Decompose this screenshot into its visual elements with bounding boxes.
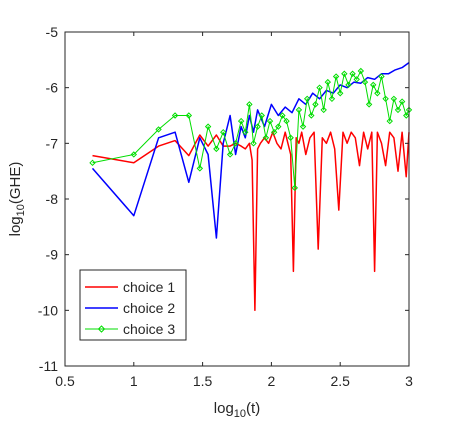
y-tick-label: -9: [46, 247, 59, 263]
y-tick-label: -7: [46, 135, 59, 151]
data-point-choice-3: [287, 134, 294, 141]
series-line-choice-1: [92, 131, 410, 312]
y-tick-label: -10: [38, 302, 58, 318]
data-point-choice-3: [382, 95, 389, 103]
legend-label-choice-1: choice 1: [123, 279, 175, 295]
legend-box: [79, 269, 187, 341]
data-point-choice-3: [299, 123, 307, 130]
data-point-choice-3: [213, 145, 220, 153]
data-point-choice-3: [403, 112, 410, 119]
data-point-choice-3: [308, 112, 315, 119]
series-line-choice-2: [91, 61, 410, 239]
y-tick-label: -11: [39, 358, 58, 374]
data-point-choice-3: [374, 90, 381, 97]
data-point-choice-3: [270, 128, 278, 136]
data-point-choice-3: [357, 67, 365, 75]
data-point-choice-3: [250, 140, 257, 147]
y-tick-label: -5: [46, 24, 59, 40]
data-point-choice-3: [390, 95, 398, 103]
data-point-choice-3: [312, 101, 319, 108]
data-point-choice-3: [341, 70, 348, 77]
x-tick-label: 2: [268, 373, 276, 389]
data-point-choice-3: [386, 117, 393, 125]
x-tick-label: 1.5: [193, 373, 213, 389]
data-point-choice-3: [246, 101, 253, 108]
data-point-choice-3: [324, 78, 332, 86]
data-point-choice-3: [316, 84, 323, 91]
data-point-choice-3: [303, 95, 311, 103]
data-point-choice-3: [258, 112, 265, 119]
data-point-choice-3: [232, 140, 239, 147]
data-point-choice-3: [130, 151, 138, 158]
x-tick-label: 0.5: [55, 373, 75, 389]
data-point-choice-3: [275, 123, 282, 130]
data-point-choice-3: [226, 151, 234, 158]
series-line-choice-3: [92, 70, 410, 189]
data-point-choice-3: [185, 112, 193, 119]
x-tick-label: 3: [405, 373, 413, 389]
data-point-choice-3: [394, 106, 402, 114]
data-point-choice-3: [254, 123, 261, 130]
legend-marker-choice-3: [97, 325, 106, 333]
x-tick-label: 2.5: [330, 373, 350, 389]
data-point-choice-3: [295, 106, 303, 114]
legend: choice 1 choice 2 choice 3: [79, 269, 187, 341]
data-point-choice-3: [283, 117, 290, 125]
data-point-choice-3: [220, 128, 227, 136]
data-point-choice-3: [171, 112, 179, 119]
data-point-choice-3: [204, 123, 212, 130]
data-point-choice-3: [89, 159, 96, 167]
data-point-choice-3: [155, 126, 162, 133]
y-tick-label: -8: [46, 191, 59, 207]
data-point-choice-3: [262, 134, 270, 141]
y-axis-label: log10(GHE): [7, 162, 27, 237]
data-point-choice-3: [196, 165, 204, 172]
data-point-choice-3: [398, 98, 406, 105]
data-point-choice-3: [320, 106, 327, 114]
data-point-choice-3: [279, 112, 286, 119]
data-point-choice-3: [370, 81, 377, 89]
data-point-choice-3: [349, 70, 356, 77]
data-point-choice-3: [266, 117, 274, 125]
y-tick-label: -6: [46, 80, 59, 96]
data-point-choice-3: [336, 90, 344, 97]
x-tick-label: 1: [130, 373, 138, 389]
legend-label-choice-2: choice 2: [123, 300, 175, 316]
data-point-choice-3: [237, 117, 245, 125]
series-layer: [89, 61, 413, 312]
x-axis-label: log10(t): [214, 400, 260, 420]
data-point-choice-3: [378, 73, 385, 80]
data-point-choice-3: [353, 76, 360, 83]
data-point-choice-3: [328, 95, 336, 103]
data-point-choice-3: [365, 101, 373, 108]
data-point-choice-3: [332, 73, 340, 80]
data-point-choice-3: [242, 128, 249, 136]
data-point-choice-3: [291, 184, 298, 192]
data-point-choice-3: [345, 81, 352, 89]
legend-label-choice-3: choice 3: [123, 321, 175, 337]
ticks-layer: 0.5 1 1.5 2 2.5 3 -5 -6 -7 -8 -9 -10 -11: [38, 24, 413, 389]
data-point-choice-3: [361, 78, 369, 86]
